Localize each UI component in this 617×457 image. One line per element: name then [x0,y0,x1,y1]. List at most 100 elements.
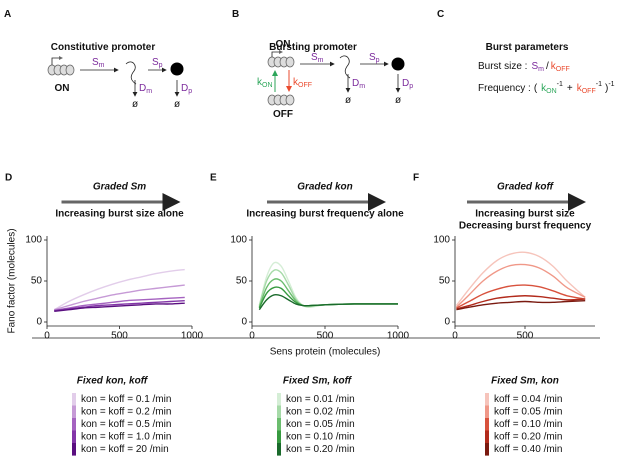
line [54,296,185,312]
chart-subtitle: Decreasing burst frequency [459,221,592,232]
axis [46,236,192,327]
legend-label: koff = 0.05 /min [494,407,562,418]
text-part: k [257,77,263,88]
text-part: ON [262,82,273,89]
text-part: OFF [298,82,312,89]
text-part: C [437,9,444,20]
legend-swatch [277,405,281,419]
axis [251,236,398,327]
line [456,299,586,311]
text-part: S [92,57,99,68]
legend-swatch [277,443,281,456]
text-part: -1 [596,81,602,88]
label: Constitutive promoter [51,42,156,53]
line [54,302,185,313]
y-tick-label: 100 [25,235,42,246]
x-axis-label: Sens protein (molecules) [270,347,381,358]
y-tick-label: 50 [439,276,451,287]
text-part: Burst parameters [486,42,569,53]
text-part: m [359,83,365,90]
text-part: k [577,83,583,94]
legend-title: Fixed kon, koff [77,376,149,387]
legend-swatch [485,443,489,456]
x-tick-label: 0 [452,331,458,342]
legend-title: Fixed Sm, kon [491,376,559,387]
label: ø [132,99,138,110]
legend-swatch [277,418,281,431]
label: kOFF [293,77,312,89]
y-tick-label: 50 [236,276,248,287]
x-tick-label: 500 [317,331,334,342]
legend-label: kon = koff = 0.1 /min [81,394,171,405]
text-part: OFF [556,66,570,73]
chart-subtitle: Increasing burst size alone [55,209,184,220]
line [258,293,399,311]
label: A [4,9,11,20]
label: ø [174,99,180,110]
label: OFF [273,109,293,120]
label: Burst size : Sm / kOFF [478,61,570,73]
legend-label: koff = 0.20 /min [494,432,562,443]
legend-label: kon = koff = 20 /min [81,444,169,455]
legend-swatch [485,405,489,419]
line [456,295,586,310]
text-part: OFF [273,109,293,120]
label: Dp [402,78,413,90]
y-tick-label: 50 [31,276,43,287]
chart-title: Graded koff [497,182,555,193]
label: Dm [352,78,365,90]
text-part: m [99,62,105,69]
legend-swatch [277,430,281,444]
label: Sm [311,52,324,64]
label: kON [257,77,273,89]
text-part: Frequency : [478,83,531,94]
x-tick-label: 0 [44,331,50,342]
legend-swatch [72,393,76,406]
legend-swatch [72,418,76,431]
legend-label: koff = 0.10 /min [494,419,562,430]
panel-letter: F [413,173,419,184]
panel-letter: E [210,173,217,184]
legend-title: Fixed Sm, koff [283,376,353,387]
text-part: p [188,88,192,95]
text-part: -1 [557,81,563,88]
text-part: p [159,62,163,69]
text-part: OFF [582,88,596,95]
label: Dm [139,83,152,95]
chart-title: Graded Sm [93,182,146,193]
legend-label: kon = 0.01 /min [286,394,355,405]
legend-label: kon = 0.02 /min [286,407,355,418]
text-part: m [146,88,152,95]
label: Sm [92,57,105,69]
y-tick-label: 100 [433,235,450,246]
y-axis-label: Fano factor (molecules) [7,228,18,333]
legend-swatch [72,430,76,444]
text-part: m [538,66,544,73]
text-part: ø [345,95,351,106]
text-part: Bursting promoter [269,42,357,53]
legend-label: kon = koff = 0.2 /min [81,407,171,418]
text-part: k [293,77,299,88]
line [456,284,586,309]
text-part: ø [395,95,401,106]
legend-label: kon = 0.05 /min [286,419,355,430]
y-tick-label: 0 [241,317,247,328]
x-tick-label: 500 [111,331,128,342]
text-part: ) [605,83,608,94]
line [455,251,586,307]
text-part: Burst size : [478,61,527,72]
legend-swatch [485,430,489,444]
text-part: D [352,78,359,89]
text-part: S [311,52,318,63]
text-part: ON [55,83,70,94]
text-part: ON [546,88,557,95]
x-tick-label: 500 [517,331,534,342]
text-part: k [541,83,547,94]
line [53,268,185,311]
text-part: S [152,57,159,68]
text-part: p [409,83,413,90]
text-part: Constitutive promoter [51,42,156,53]
text-part: B [232,9,239,20]
